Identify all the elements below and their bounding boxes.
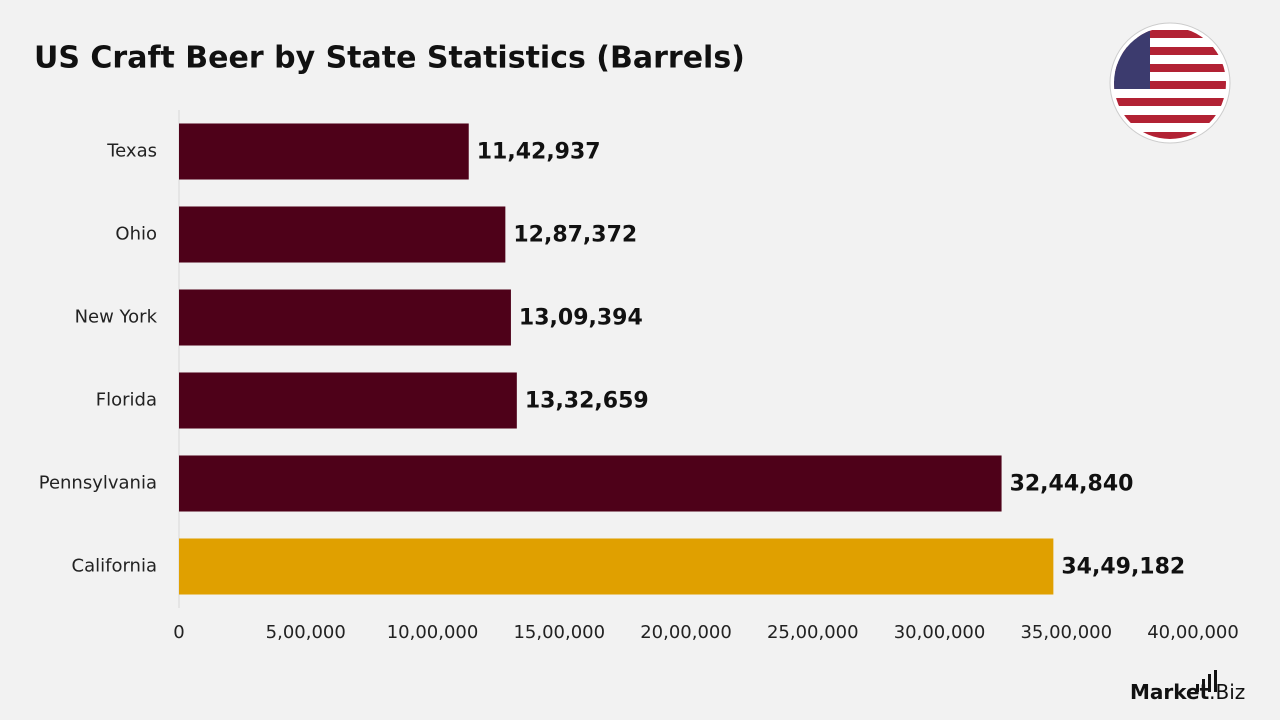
value-label: 11,42,937 — [477, 140, 601, 165]
y-tick-label: New York — [75, 307, 158, 328]
bar — [179, 372, 517, 429]
x-tick-label: 0 — [173, 622, 184, 643]
y-tick-label: Texas — [106, 141, 157, 162]
chart-title: US Craft Beer by State Statistics (Barre… — [34, 41, 745, 76]
value-label: 13,32,659 — [525, 389, 649, 414]
x-tick-label: 10,00,000 — [387, 622, 479, 643]
value-label: 13,09,394 — [519, 306, 643, 331]
x-tick-label: 40,00,000 — [1147, 622, 1239, 643]
x-tick-label: 15,00,000 — [513, 622, 605, 643]
value-label: 12,87,372 — [513, 223, 637, 248]
brand-name: Market.Biz — [1130, 680, 1245, 704]
brand-name: Market — [1130, 680, 1210, 704]
bar — [179, 538, 1054, 595]
y-tick-label: Ohio — [115, 224, 157, 245]
y-tick-label: California — [72, 556, 157, 577]
x-tick-label: 25,00,000 — [767, 622, 859, 643]
flag — [1109, 22, 1231, 144]
bar — [179, 123, 469, 180]
value-label: 34,49,182 — [1061, 555, 1185, 580]
value-label: 32,44,840 — [1010, 472, 1134, 497]
x-tick-label: 35,00,000 — [1020, 622, 1112, 643]
x-tick-label: 30,00,000 — [894, 622, 986, 643]
bar — [179, 289, 511, 346]
bar — [179, 206, 506, 263]
x-tick-label: 5,00,000 — [266, 622, 346, 643]
brand: Market.Biz — [1130, 670, 1245, 704]
x-tick-label: 20,00,000 — [640, 622, 732, 643]
brand-suffix: .Biz — [1209, 680, 1245, 704]
y-tick-label: Pennsylvania — [39, 473, 157, 494]
bar — [179, 455, 1002, 512]
y-tick-label: Florida — [96, 390, 157, 411]
